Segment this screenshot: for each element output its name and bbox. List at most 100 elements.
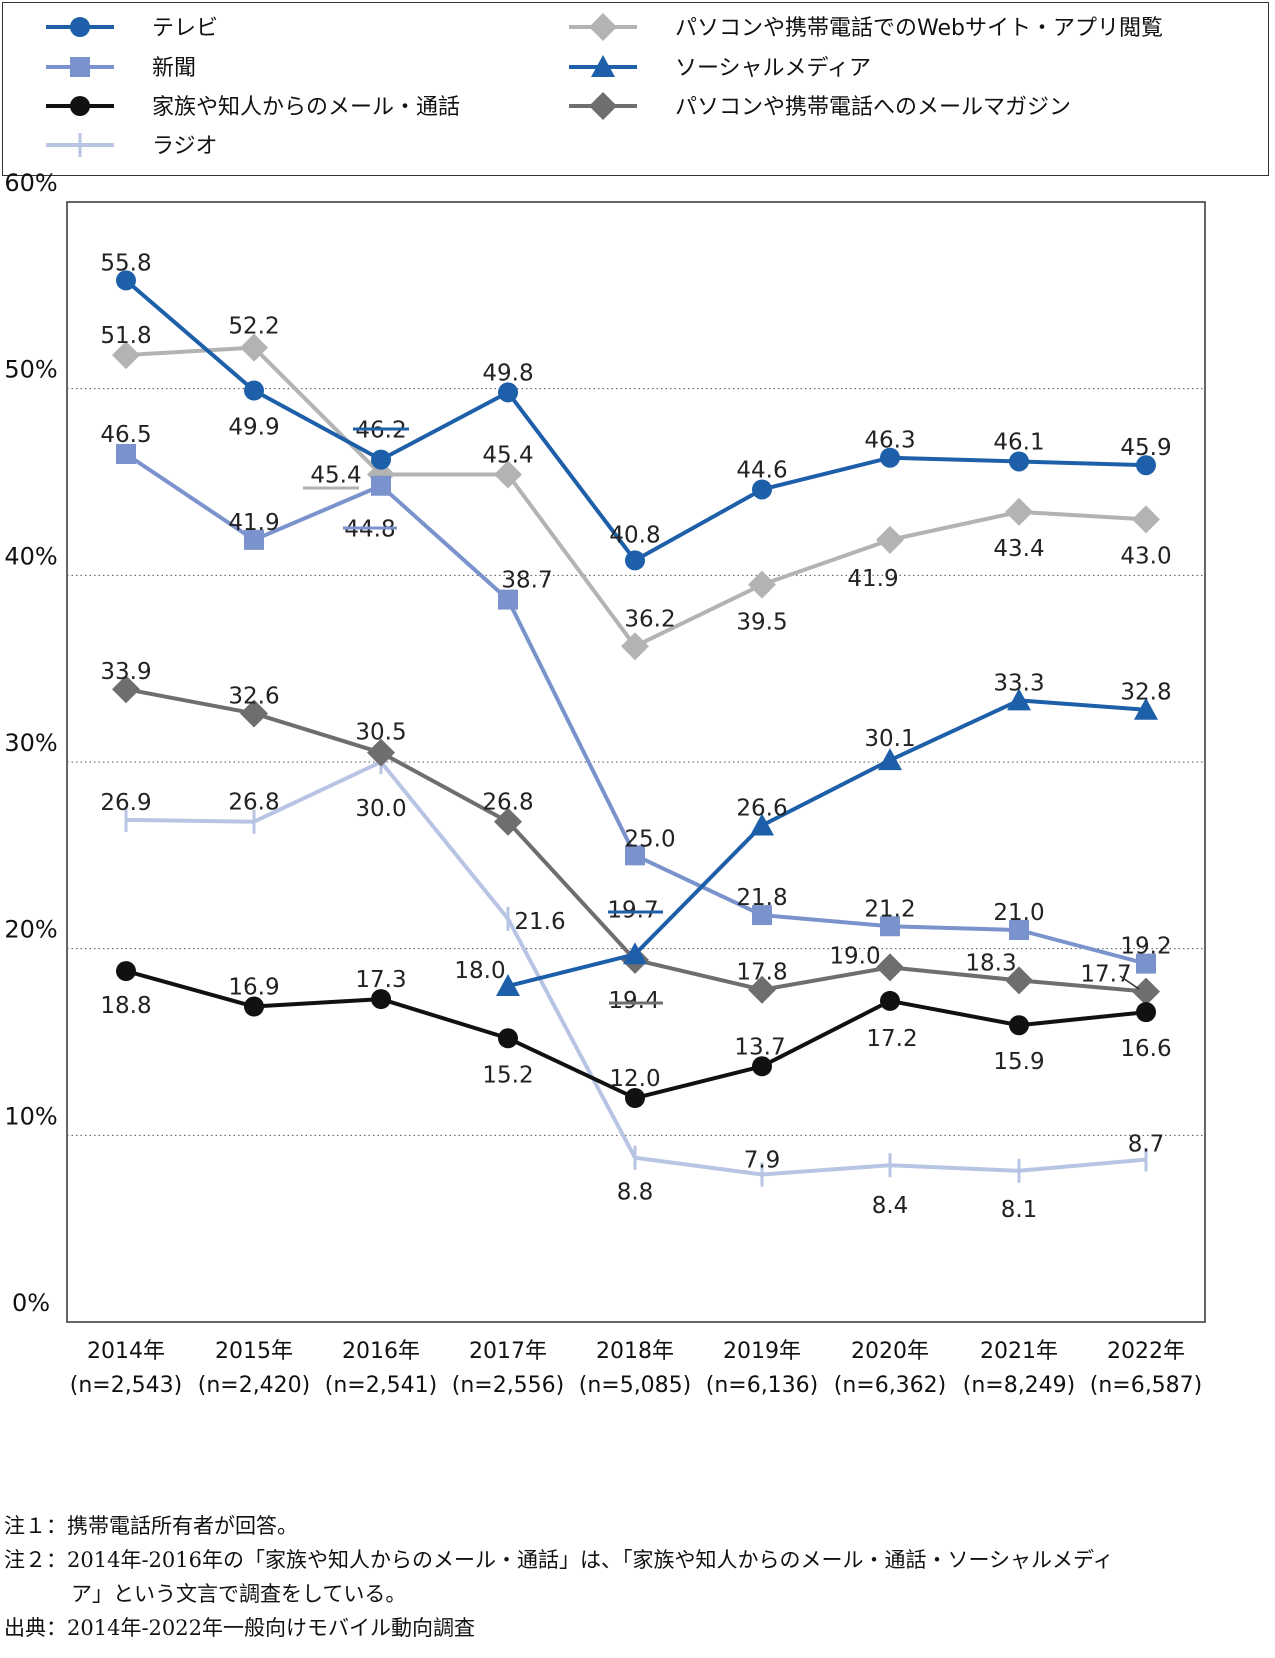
data-label-tv: 46.1 (993, 429, 1044, 455)
data-point-web (112, 341, 140, 370)
data-point-newspaper (1136, 953, 1156, 974)
data-point-newspaper (625, 845, 645, 866)
legend-label-web: パソコンや携帯電話でのWebサイト・アプリ閲覧 (675, 16, 1163, 41)
data-label-web: 39.5 (736, 610, 787, 636)
data-label-tv: 40.8 (609, 522, 660, 548)
data-label-newspaper: 21.2 (864, 896, 915, 922)
note-2: 注２：2014年-2016年の「家族や知人からのメール・通話」は、「家族や知人か… (4, 1548, 1114, 1572)
data-label-radio: 8.7 (1128, 1132, 1165, 1158)
data-point-web (1132, 505, 1160, 534)
data-label-radio: 21.6 (514, 909, 565, 935)
data-label-radio: 8.4 (872, 1193, 909, 1219)
legend-marker-web (589, 13, 617, 41)
x-tick-label: 2017年 (469, 1339, 547, 1364)
data-point-web (1005, 497, 1033, 526)
data-point-newspaper (880, 916, 900, 937)
data-label-mailmag: 26.8 (482, 790, 533, 816)
data-point-social (496, 974, 520, 996)
data-point-family (1136, 1002, 1156, 1023)
data-point-tv (1136, 455, 1156, 476)
data-point-family (498, 1028, 518, 1049)
data-label-tv: 55.8 (100, 250, 151, 276)
data-point-tv (244, 380, 264, 401)
data-point-family (1009, 1015, 1029, 1036)
data-label-web: 45.4 (310, 463, 361, 489)
y-tick-label: 30% (4, 729, 57, 757)
data-point-tv (498, 382, 518, 403)
data-label-mailmag: 17.8 (736, 960, 787, 986)
x-tick-label: 2014年 (87, 1339, 165, 1364)
series-line-social (507, 698, 1147, 988)
data-label-social: 32.8 (1120, 680, 1171, 706)
legend-box (2, 2, 1269, 176)
data-point-newspaper (498, 589, 518, 610)
x-sample-size-label: (n=2,541) (325, 1373, 438, 1398)
data-point-mailmag (1132, 977, 1160, 1006)
data-point-tv (1009, 451, 1029, 472)
note-1: 注１：携帯電話所有者が回答。 (4, 1514, 298, 1538)
data-point-family (116, 961, 136, 982)
leader-line-mailmag (1119, 975, 1140, 990)
data-label-web: 51.8 (100, 323, 151, 349)
data-point-tv (371, 449, 391, 470)
x-sample-size-label: (n=2,556) (452, 1373, 565, 1398)
data-point-social (1134, 697, 1158, 720)
x-sample-size-label: (n=2,420) (198, 1373, 311, 1398)
data-point-mailmag (112, 675, 140, 704)
data-point-mailmag (240, 699, 268, 728)
legend-label-social: ソーシャルメディア (675, 56, 871, 81)
data-point-web (494, 460, 522, 489)
legend-label-radio: ラジオ (152, 134, 218, 159)
y-tick-label: 10% (4, 1102, 57, 1130)
x-tick-label: 2021年 (980, 1339, 1058, 1364)
source-note: 出典：2014年-2022年一般向けモバイル動向調査 (4, 1616, 475, 1640)
data-point-social (750, 813, 774, 836)
data-label-family: 16.6 (1120, 1036, 1171, 1062)
data-point-newspaper (752, 905, 772, 926)
data-label-newspaper: 25.0 (624, 826, 675, 852)
data-label-radio: 26.9 (100, 790, 151, 816)
x-tick-label: 2018年 (596, 1339, 674, 1364)
data-point-family (625, 1088, 645, 1108)
legend-label-newspaper: 新聞 (152, 56, 196, 81)
y-tick-label: 20% (4, 916, 57, 944)
data-point-web (748, 570, 776, 599)
data-label-mailmag: 32.6 (228, 683, 279, 709)
x-tick-label: 2019年 (723, 1339, 801, 1364)
data-label-tv: 49.8 (482, 360, 533, 386)
data-point-social (878, 748, 902, 771)
data-label-mailmag: 30.5 (355, 720, 406, 746)
data-label-newspaper: 44.8 (344, 517, 395, 543)
data-label-newspaper: 21.0 (993, 900, 1044, 926)
data-point-family (880, 990, 900, 1011)
data-label-family: 17.2 (866, 1026, 917, 1052)
legend-marker-mailmag (589, 92, 617, 120)
x-sample-size-label: (n=5,085) (579, 1373, 692, 1398)
data-label-social: 19.7 (607, 897, 658, 923)
data-point-mailmag (1005, 966, 1033, 995)
data-label-radio: 30.0 (355, 796, 406, 822)
data-label-newspaper: 38.7 (501, 568, 552, 594)
data-point-social (623, 942, 647, 965)
y-tick-label: 40% (4, 542, 57, 570)
data-point-family (244, 996, 264, 1017)
data-label-family: 15.9 (993, 1049, 1044, 1075)
data-point-mailmag (876, 953, 904, 982)
data-label-social: 30.1 (864, 726, 915, 752)
data-label-tv: 46.3 (864, 428, 915, 454)
data-point-newspaper (1009, 920, 1029, 940)
legend-label-mailmag: パソコンや携帯電話へのメールマガジン (675, 95, 1071, 120)
legend-label-family: 家族や知人からのメール・通話 (152, 95, 460, 120)
data-label-social: 18.0 (454, 958, 505, 984)
series-line-web (125, 345, 1147, 649)
data-label-mailmag: 19.4 (608, 988, 659, 1014)
legend-marker-newspaper (70, 57, 90, 77)
data-point-web (240, 333, 268, 362)
data-point-web (621, 632, 649, 661)
x-tick-label: 2015年 (215, 1339, 293, 1364)
data-point-social (1007, 688, 1031, 711)
data-point-newspaper (244, 529, 264, 550)
data-label-newspaper: 21.8 (736, 885, 787, 911)
data-point-tv (752, 479, 772, 500)
data-label-social: 26.6 (736, 795, 787, 821)
